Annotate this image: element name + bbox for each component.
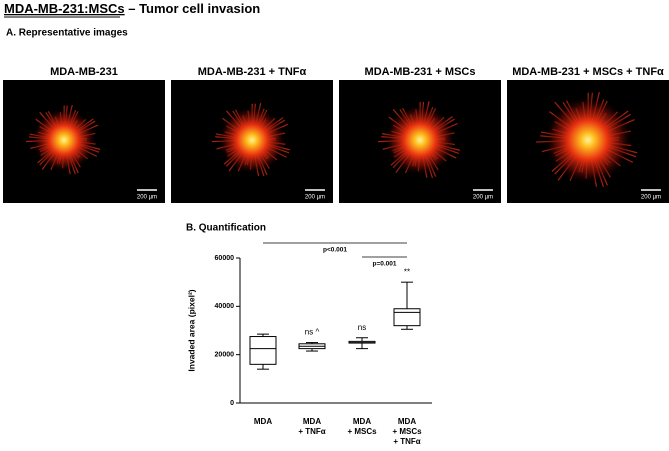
y-axis-label: Invaded area (pixel²) [186,289,196,371]
x-tick-label: MDA + TNFα [298,417,326,436]
y-tick-label: 40000 [215,303,235,310]
x-tick-label: MDA [253,417,273,426]
scale-label: 200 µm [137,195,157,201]
title-underlined: MDA-MB-231:MSCs [4,1,125,16]
y-tick-label: 60000 [215,255,235,262]
spheroid [384,104,456,176]
spheroid [218,106,286,174]
section-title: A. Representative images [6,28,128,39]
scale-label: 200 µm [641,195,661,201]
box [393,308,421,327]
p-value: p<0.001 [323,247,347,254]
image-label: MDA-MB-231 + TNFα [198,66,307,78]
chart-title: B. Quantification [186,223,266,234]
x-tick-label: MDA + MSCs + TNFα [392,417,422,446]
image-label: MDA-MB-231 + MSCs [365,66,476,78]
y-tick-label: 20000 [215,352,235,359]
significance-label: ** [404,267,410,276]
scale-label: 200 µm [305,195,325,201]
title-rest: – Tumor cell invasion [125,1,261,16]
significance-label: ns ^ [305,328,320,337]
scale-label: 200 µm [473,195,493,201]
image-label: MDA-MB-231 [50,66,118,78]
significance-label: ns [358,323,366,332]
spheroid [31,107,97,173]
box [249,336,277,365]
p-value: p=0.001 [372,261,396,268]
image-label: MDA-MB-231 + MSCs + TNFα [512,66,664,78]
figure-title: MDA-MB-231:MSCs – Tumor cell invasion [4,1,260,16]
x-tick-label: MDA + MSCs [347,417,377,436]
spheroid [543,95,633,185]
y-tick-label: 0 [230,400,234,407]
